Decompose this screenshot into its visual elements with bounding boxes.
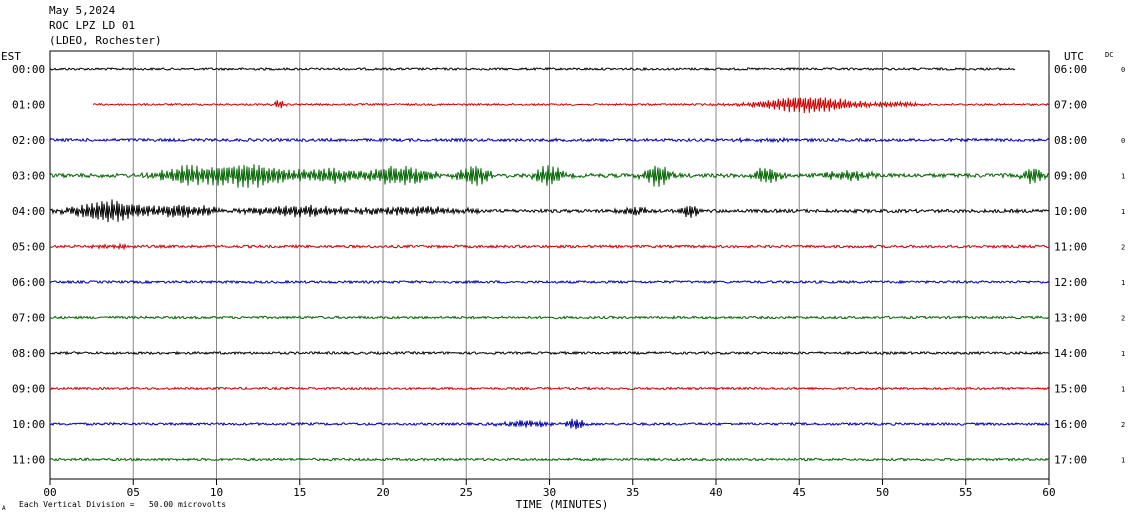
est-label-10: 10:00 <box>12 418 45 431</box>
utc-label-1: 07:00 <box>1054 99 1087 112</box>
utc-label-10: 16:00 <box>1054 418 1087 431</box>
x-tick-label-30: 30 <box>543 486 556 499</box>
trace-05:00 <box>49 242 1050 251</box>
utc-label-9: 15:00 <box>1054 383 1087 396</box>
utc-label-4: 10:00 <box>1054 205 1087 218</box>
utc-label-8: 14:00 <box>1054 347 1087 360</box>
dc-value-10: 2 <box>1121 421 1125 429</box>
trace-10:00 <box>49 418 1050 430</box>
x-tick-label-25: 25 <box>460 486 473 499</box>
est-label-9: 09:00 <box>12 383 45 396</box>
x-tick-label-35: 35 <box>626 486 639 499</box>
trace-09:00 <box>49 386 1050 391</box>
trace-04:00 <box>49 199 1050 223</box>
x-tick-label-10: 10 <box>210 486 223 499</box>
trace-00:00 <box>49 66 1016 72</box>
trace-06:00 <box>49 279 1050 285</box>
dc-value-4: 1 <box>1121 208 1125 216</box>
scale-note: Each Vertical Division = 50.00 microvolt… <box>19 500 226 509</box>
est-label-6: 06:00 <box>12 276 45 289</box>
corner-mark: A <box>2 505 6 512</box>
x-tick-label-60: 60 <box>1042 486 1055 499</box>
est-label-2: 02:00 <box>12 134 45 147</box>
dc-header-label: DC <box>1105 51 1113 59</box>
x-tick-label-20: 20 <box>376 486 389 499</box>
utc-label-3: 09:00 <box>1054 170 1087 183</box>
utc-label-5: 11:00 <box>1054 241 1087 254</box>
est-label-5: 05:00 <box>12 241 45 254</box>
x-tick-label-40: 40 <box>709 486 722 499</box>
dc-value-2: 0 <box>1121 137 1125 145</box>
trace-group <box>49 66 1050 462</box>
trace-08:00 <box>49 350 1050 356</box>
chart-network: (LDEO, Rochester) <box>49 34 162 47</box>
est-label-1: 01:00 <box>12 99 45 112</box>
trace-11:00 <box>49 457 1050 462</box>
est-label-7: 07:00 <box>12 312 45 325</box>
utc-label-11: 17:00 <box>1054 454 1087 467</box>
chart-station: ROC LPZ LD 01 <box>49 19 136 32</box>
utc-label-6: 12:00 <box>1054 276 1087 289</box>
left-zone-label: EST <box>1 50 21 63</box>
est-label-8: 08:00 <box>12 347 45 360</box>
x-tick-label-05: 05 <box>127 486 140 499</box>
utc-label-0: 06:00 <box>1054 63 1087 76</box>
x-tick-label-50: 50 <box>876 486 889 499</box>
trace-03:00 <box>49 164 1050 188</box>
est-label-3: 03:00 <box>12 170 45 183</box>
trace-07:00 <box>49 315 1050 320</box>
dc-value-7: 2 <box>1121 315 1125 323</box>
est-label-0: 00:00 <box>12 63 45 76</box>
trace-02:00 <box>49 136 1050 144</box>
dc-value-6: 1 <box>1121 279 1125 287</box>
trace-01:00 <box>92 97 1049 114</box>
grid-lines <box>49 50 1050 485</box>
dc-value-5: 2 <box>1121 244 1125 252</box>
x-tick-label-00: 00 <box>43 486 56 499</box>
x-tick-label-55: 55 <box>959 486 972 499</box>
est-label-11: 11:00 <box>12 454 45 467</box>
dc-value-8: 1 <box>1121 350 1125 358</box>
dc-value-3: 1 <box>1121 173 1125 181</box>
dc-value-0: 0 <box>1121 66 1125 74</box>
est-label-4: 04:00 <box>12 205 45 218</box>
x-tick-label-15: 15 <box>293 486 306 499</box>
dc-value-9: 1 <box>1121 386 1125 394</box>
utc-label-2: 08:00 <box>1054 134 1087 147</box>
utc-label-7: 13:00 <box>1054 312 1087 325</box>
chart-date: May 5,2024 <box>49 4 116 17</box>
dc-value-11: 1 <box>1121 457 1125 465</box>
x-axis-title: TIME (MINUTES) <box>516 498 609 511</box>
x-tick-label-45: 45 <box>793 486 806 499</box>
right-zone-label: UTC <box>1064 50 1084 63</box>
